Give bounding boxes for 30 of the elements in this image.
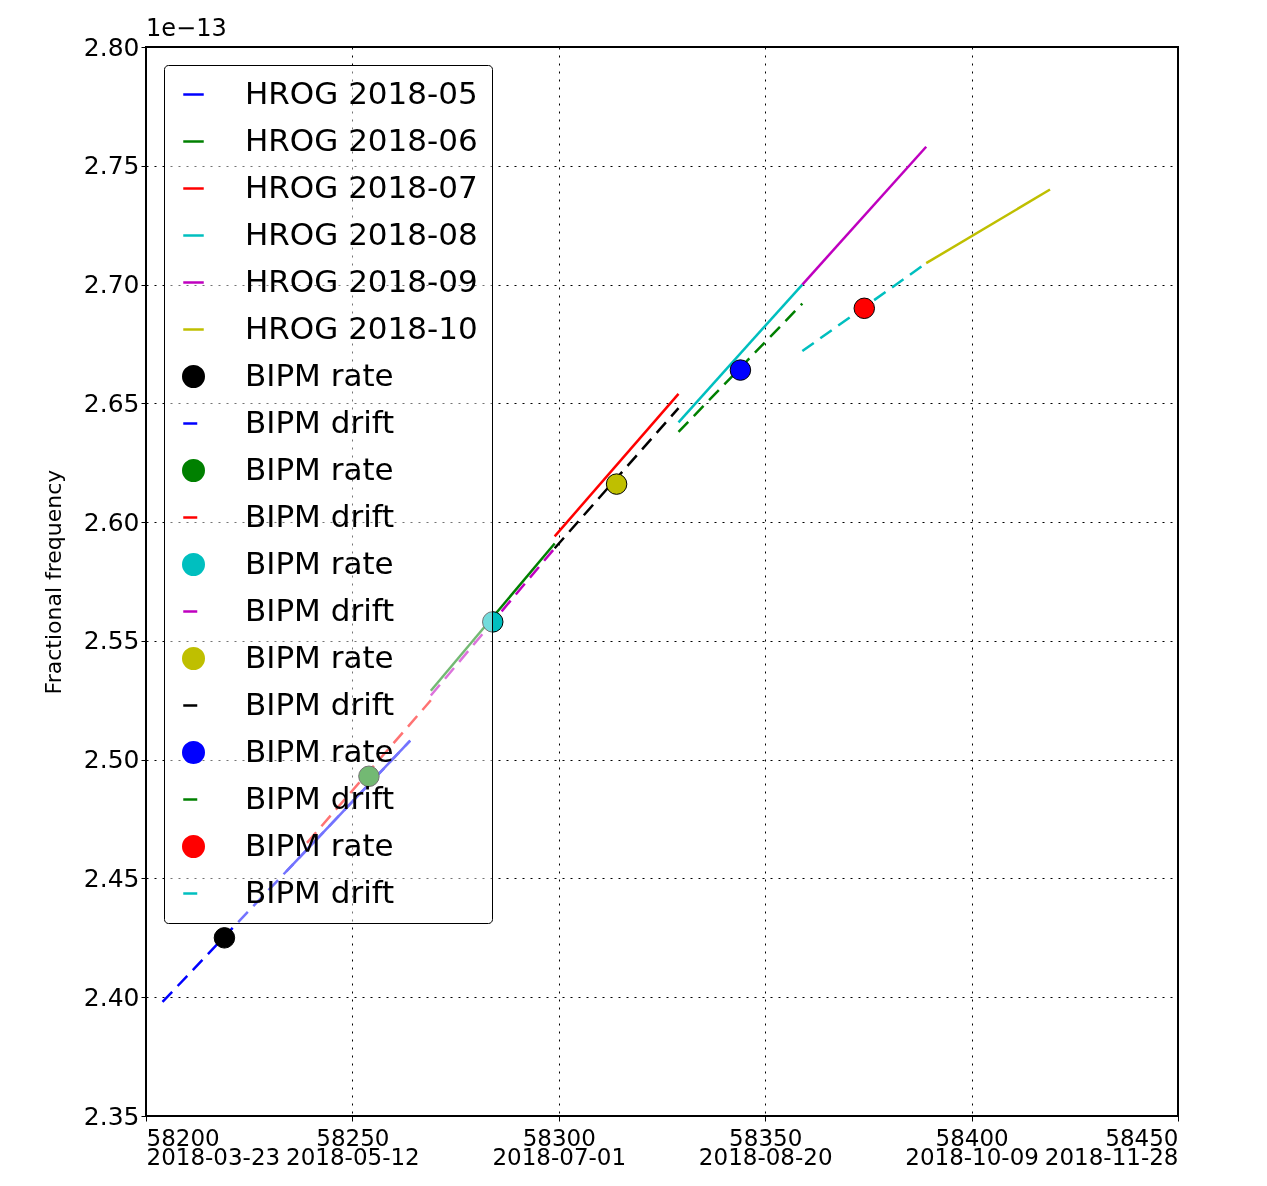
legend-label: BIPM drift <box>245 873 395 910</box>
text: 1e−13 <box>146 14 227 42</box>
legend-label: BIPM drift <box>245 403 395 440</box>
legend-label: BIPM drift <box>245 779 395 816</box>
y-tick-label: 2.50 <box>83 745 140 775</box>
legend-label: BIPM drift <box>245 591 395 628</box>
y-tick-label: 2.45 <box>83 863 140 893</box>
y-axis-title: Fractional frequency <box>40 469 66 695</box>
legend-label: BIPM rate <box>245 732 394 769</box>
y-tick-label: 2.40 <box>83 982 140 1012</box>
y-tick-label: 2.65 <box>83 388 140 418</box>
legend-label: BIPM rate <box>245 450 394 487</box>
legend-label: HROG 2018-08 <box>245 215 478 252</box>
y-tick-label: 2.60 <box>83 507 140 537</box>
legend-label: BIPM rate <box>245 638 394 675</box>
y-tick-label: 2.75 <box>83 151 140 181</box>
legend-label: BIPM rate <box>245 826 394 863</box>
legend-label: HROG 2018-05 <box>245 74 478 111</box>
y-tick-label: 2.80 <box>83 32 140 62</box>
legend-label: BIPM rate <box>245 544 394 581</box>
y-tick-label: 2.55 <box>83 626 140 656</box>
y-tick-label: 2.70 <box>83 270 140 300</box>
legend-label: HROG 2018-10 <box>245 309 478 346</box>
legend-label: HROG 2018-06 <box>245 121 478 158</box>
legend-label: BIPM drift <box>245 685 395 722</box>
legend-label: HROG 2018-07 <box>245 168 478 205</box>
legend-label: HROG 2018-09 <box>245 262 478 299</box>
legend-label: BIPM drift <box>245 497 395 534</box>
y-tick-label: 2.35 <box>83 1101 140 1131</box>
legend-label: BIPM rate <box>245 356 394 393</box>
